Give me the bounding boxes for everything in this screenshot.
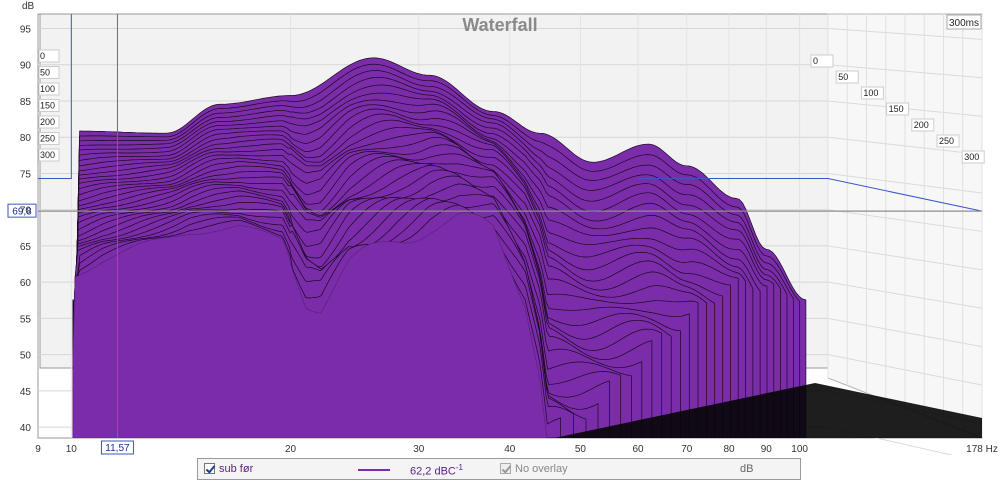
legend-overlay[interactable]: No overlay	[500, 463, 568, 475]
y-tick-label: 55	[20, 314, 32, 325]
time-tick-box	[38, 82, 60, 96]
x-tick-label: 40	[504, 444, 516, 455]
time-tick-box	[936, 134, 960, 148]
overlay-checkbox[interactable]	[500, 463, 511, 474]
cursor-y-label: 69,8	[12, 207, 32, 218]
time-tick-back: 300	[40, 150, 55, 160]
x-tick-label: 80	[723, 444, 735, 455]
legend-unit: dB	[740, 463, 754, 475]
time-tick-box	[860, 86, 884, 100]
time-tick-box	[38, 99, 60, 112]
x-tick-label: 10	[66, 444, 78, 455]
time-tick-back: 250	[40, 134, 55, 144]
y-tick-label: 75	[20, 169, 32, 180]
y-tick-label: 60	[20, 278, 32, 289]
cursor-y-box	[7, 203, 37, 218]
time-tick-box	[38, 66, 60, 79]
x-tick-label: 20	[285, 444, 297, 455]
legend-series[interactable]: sub før	[204, 463, 253, 475]
time-tick-box	[810, 54, 834, 68]
time-tick-box	[38, 148, 60, 162]
x-tick-label: 50	[575, 444, 587, 455]
time-tick-side: 250	[939, 136, 954, 146]
x-tick-label: 30	[413, 444, 425, 455]
time-tick-box	[961, 150, 985, 164]
chart-title: Waterfall	[462, 15, 537, 35]
threshold-line-left	[38, 14, 72, 180]
y-tick-label: 80	[20, 133, 32, 144]
y-tick-label: 65	[20, 242, 32, 253]
waterfall-slice	[72, 212, 548, 438]
y-tick-label: 85	[20, 97, 32, 108]
y-tick-label: 70	[20, 206, 32, 217]
cursor-x-box	[100, 440, 134, 455]
time-tick-back: 150	[40, 101, 55, 111]
y-tick-label: 45	[20, 387, 32, 398]
time-tick-side: 100	[863, 88, 878, 98]
y-tick-label: 40	[20, 423, 32, 434]
time-tick-back: 50	[40, 68, 50, 78]
time-tick-side: 300	[964, 152, 979, 162]
time-tick-side: 150	[889, 104, 904, 114]
floor-shadow	[554, 383, 982, 438]
legend-value-sup: -1	[455, 463, 463, 472]
series-checkbox[interactable]	[204, 463, 215, 474]
x-tick-label: 100	[791, 444, 808, 455]
time-tick-side: 0	[813, 56, 818, 66]
time-tick-box	[886, 102, 910, 116]
legend-series-name: sub før	[219, 463, 254, 475]
series-line-swatch	[358, 469, 390, 471]
legend-overlay-text: No overlay	[515, 463, 568, 475]
legend-value-text: 62,2 dBC	[410, 465, 456, 478]
time-tick-side: 50	[838, 72, 848, 82]
time-axis-box	[946, 14, 982, 30]
legend-value: 62,2 dBC-1	[410, 463, 463, 478]
time-tick-box	[911, 118, 935, 132]
y-tick-label: 50	[20, 351, 32, 362]
time-tick-box	[38, 49, 60, 63]
y-axis-title: dB	[22, 1, 35, 12]
time-tick-side: 200	[914, 120, 929, 130]
y-tick-label: 95	[20, 24, 32, 35]
time-tick-box	[835, 70, 859, 84]
time-tick-back: 200	[40, 117, 55, 127]
y-tick-label: 90	[20, 61, 32, 72]
time-tick-box	[38, 132, 60, 145]
x-tick-label: 60	[632, 444, 644, 455]
x-end-label: 178 Hz	[966, 444, 998, 455]
x-tick-label: 90	[761, 444, 773, 455]
x-tick-label: 70	[681, 444, 693, 455]
legend-bar: sub før 62,2 dBC-1 No overlay dB	[197, 458, 801, 480]
x-tick-label: 9	[35, 444, 41, 455]
time-tick-back: 100	[40, 84, 55, 94]
time-tick-box	[38, 115, 60, 129]
threshold-line-right	[638, 178, 983, 212]
cursor-x-label: 11,57	[105, 443, 130, 454]
time-tick-back: 0	[40, 51, 45, 61]
time-axis-label: 300ms	[949, 18, 979, 29]
